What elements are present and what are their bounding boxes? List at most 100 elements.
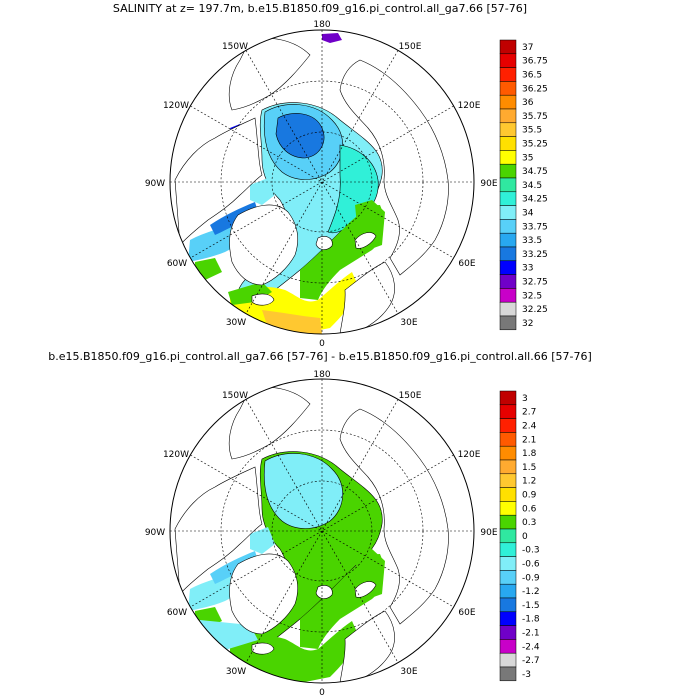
top-lon-30e: 30E (400, 318, 417, 328)
top-lon-90e: 90E (480, 179, 497, 189)
top-colorbar-swatch (499, 136, 517, 151)
bottom-colorbar-label: 1.8 (522, 449, 537, 459)
bottom-colorbar-label: 2.4 (522, 422, 537, 432)
bottom-colorbar-swatch (499, 556, 517, 571)
top-lon-150w: 150W (222, 42, 248, 52)
bottom-longitude-labels: 180 150W 150E 120W 120E 90W 90E 60W 60E … (145, 370, 498, 698)
bottom-colorbar-swatch (499, 597, 517, 613)
bot-lon-30w: 30W (226, 667, 246, 677)
top-graticule (170, 30, 474, 334)
bot-fill-labrador (188, 571, 244, 611)
top-land-iceland (251, 293, 275, 306)
top-colorbar-label: 36 (522, 98, 534, 108)
bottom-colorbar-swatch (499, 611, 517, 626)
bottom-colorbar-label: -3 (522, 670, 531, 680)
bottom-colorbar-label: 0.6 (522, 504, 537, 514)
bot-land-eurasia (339, 408, 449, 625)
bottom-colorbar-swatch (499, 418, 517, 433)
top-fill-bering-purple (322, 33, 342, 43)
top-salinity-field (174, 33, 449, 334)
top-colorbar-label: 32.75 (522, 278, 548, 288)
top-colorbar-label: 34 (522, 209, 534, 219)
top-lon-0: 0 (319, 339, 325, 349)
top-colorbar-label: 32 (522, 319, 533, 329)
bot-lon-60w: 60W (167, 608, 187, 618)
top-polar-map: 180 150W 150E 120W 120E 90W 90E 60W 60E … (145, 20, 498, 349)
top-colorbar-swatch (499, 122, 517, 137)
bottom-colorbar-swatch (499, 639, 517, 654)
bot-land-novaya (354, 581, 377, 598)
top-fill-labrador (188, 222, 244, 262)
top-colorbar-label: 34.25 (522, 195, 548, 205)
top-colorbar-label: 32.5 (522, 291, 542, 301)
top-colorbar: 37 36.75 36.5 36.25 36 35.75 35.5 35.25 35 34.75 3… (499, 39, 548, 331)
top-lon-180: 180 (313, 20, 330, 30)
top-lon-60w: 60W (167, 259, 187, 269)
bot-lon-180: 180 (313, 370, 330, 380)
bottom-difference-field (174, 386, 449, 683)
top-colorbar-swatch (499, 288, 517, 303)
bottom-colorbar-swatch (499, 432, 517, 447)
bottom-colorbar: 3 2.7 2.4 2.1 1.8 1.5 1.2 0.9 0.6 0.3 0 -0.3 -0.6 -0.… (499, 390, 540, 682)
top-fill-hudson (210, 202, 258, 235)
top-land-alaska (228, 37, 311, 111)
top-land-eurasia (339, 59, 449, 276)
bot-land-iceland (251, 642, 275, 655)
top-colorbar-swatch (499, 260, 517, 275)
top-lon-60e: 60E (458, 259, 475, 269)
bot-land-scandinavia (339, 610, 395, 683)
bottom-colorbar-label: -0.9 (522, 573, 540, 583)
top-colorbar-swatch (499, 232, 517, 248)
bot-lon-30e: 30E (400, 667, 417, 677)
top-lon-120w: 120W (163, 101, 189, 111)
top-lon-120e: 120E (458, 101, 481, 111)
bottom-colorbar-swatch (499, 652, 517, 668)
bot-fill-hudson (210, 551, 258, 584)
bottom-colorbar-label: 2.1 (522, 435, 536, 445)
top-colorbar-label: 36.25 (522, 84, 548, 94)
bottom-colorbar-swatch (499, 445, 517, 461)
bottom-colorbar-swatch (499, 570, 517, 585)
top-colorbar-swatch (499, 39, 517, 55)
top-colorbar-label: 35.5 (522, 126, 542, 136)
bottom-colorbar-swatch (499, 487, 517, 502)
bottom-colorbar-swatch (499, 404, 517, 419)
bottom-colorbar-label: -2.1 (522, 629, 540, 639)
top-colorbar-swatch (499, 53, 517, 68)
top-colorbar-label: 32.25 (522, 305, 548, 315)
top-colorbar-swatch (499, 205, 517, 220)
bot-fill-nordic (230, 621, 360, 683)
bottom-colorbar-label: 0 (522, 532, 528, 542)
top-colorbar-swatch (499, 274, 517, 289)
bottom-colorbar-label: 2.7 (522, 408, 536, 418)
bot-land-svalbard (315, 585, 333, 599)
bottom-colorbar-swatch (499, 625, 517, 640)
top-map-border (169, 29, 475, 335)
top-colorbar-label: 36.75 (522, 57, 548, 67)
bottom-colorbar-label: -1.2 (522, 587, 540, 597)
top-colorbar-swatch (499, 177, 517, 193)
bottom-colorbar-swatch (499, 542, 517, 557)
top-colorbar-label: 33.25 (522, 250, 548, 260)
top-colorbar-swatch (499, 150, 517, 165)
top-colorbar-swatch (499, 246, 517, 262)
bottom-colorbar-label: -2.4 (522, 642, 540, 652)
bottom-colorbar-swatch (499, 459, 517, 475)
bottom-polar-map: 180 150W 150E 120W 120E 90W 90E 60W 60E … (145, 370, 498, 698)
top-colorbar-swatch (499, 219, 517, 234)
bottom-colorbar-label: -2.7 (522, 656, 540, 666)
top-colorbar-label: 34.75 (522, 167, 548, 177)
top-land-scandinavia (339, 261, 395, 334)
top-colorbar-label: 33 (522, 264, 533, 274)
bottom-colorbar-swatch (499, 528, 517, 544)
top-longitude-labels: 180 150W 150E 120W 120E 90W 90E 60W 60E … (145, 20, 498, 349)
bottom-colorbar-swatch (499, 666, 517, 682)
top-map-title: SALINITY at z= 197.7m, b.e15.B1850.f09_g… (112, 2, 528, 15)
top-land-greenland (229, 204, 298, 286)
top-fill-beaufort-core (275, 113, 325, 159)
top-colorbar-swatch (499, 94, 517, 110)
top-colorbar-label: 33.75 (522, 222, 548, 232)
bot-lon-120w: 120W (163, 450, 189, 460)
top-colorbar-swatch (499, 81, 517, 96)
